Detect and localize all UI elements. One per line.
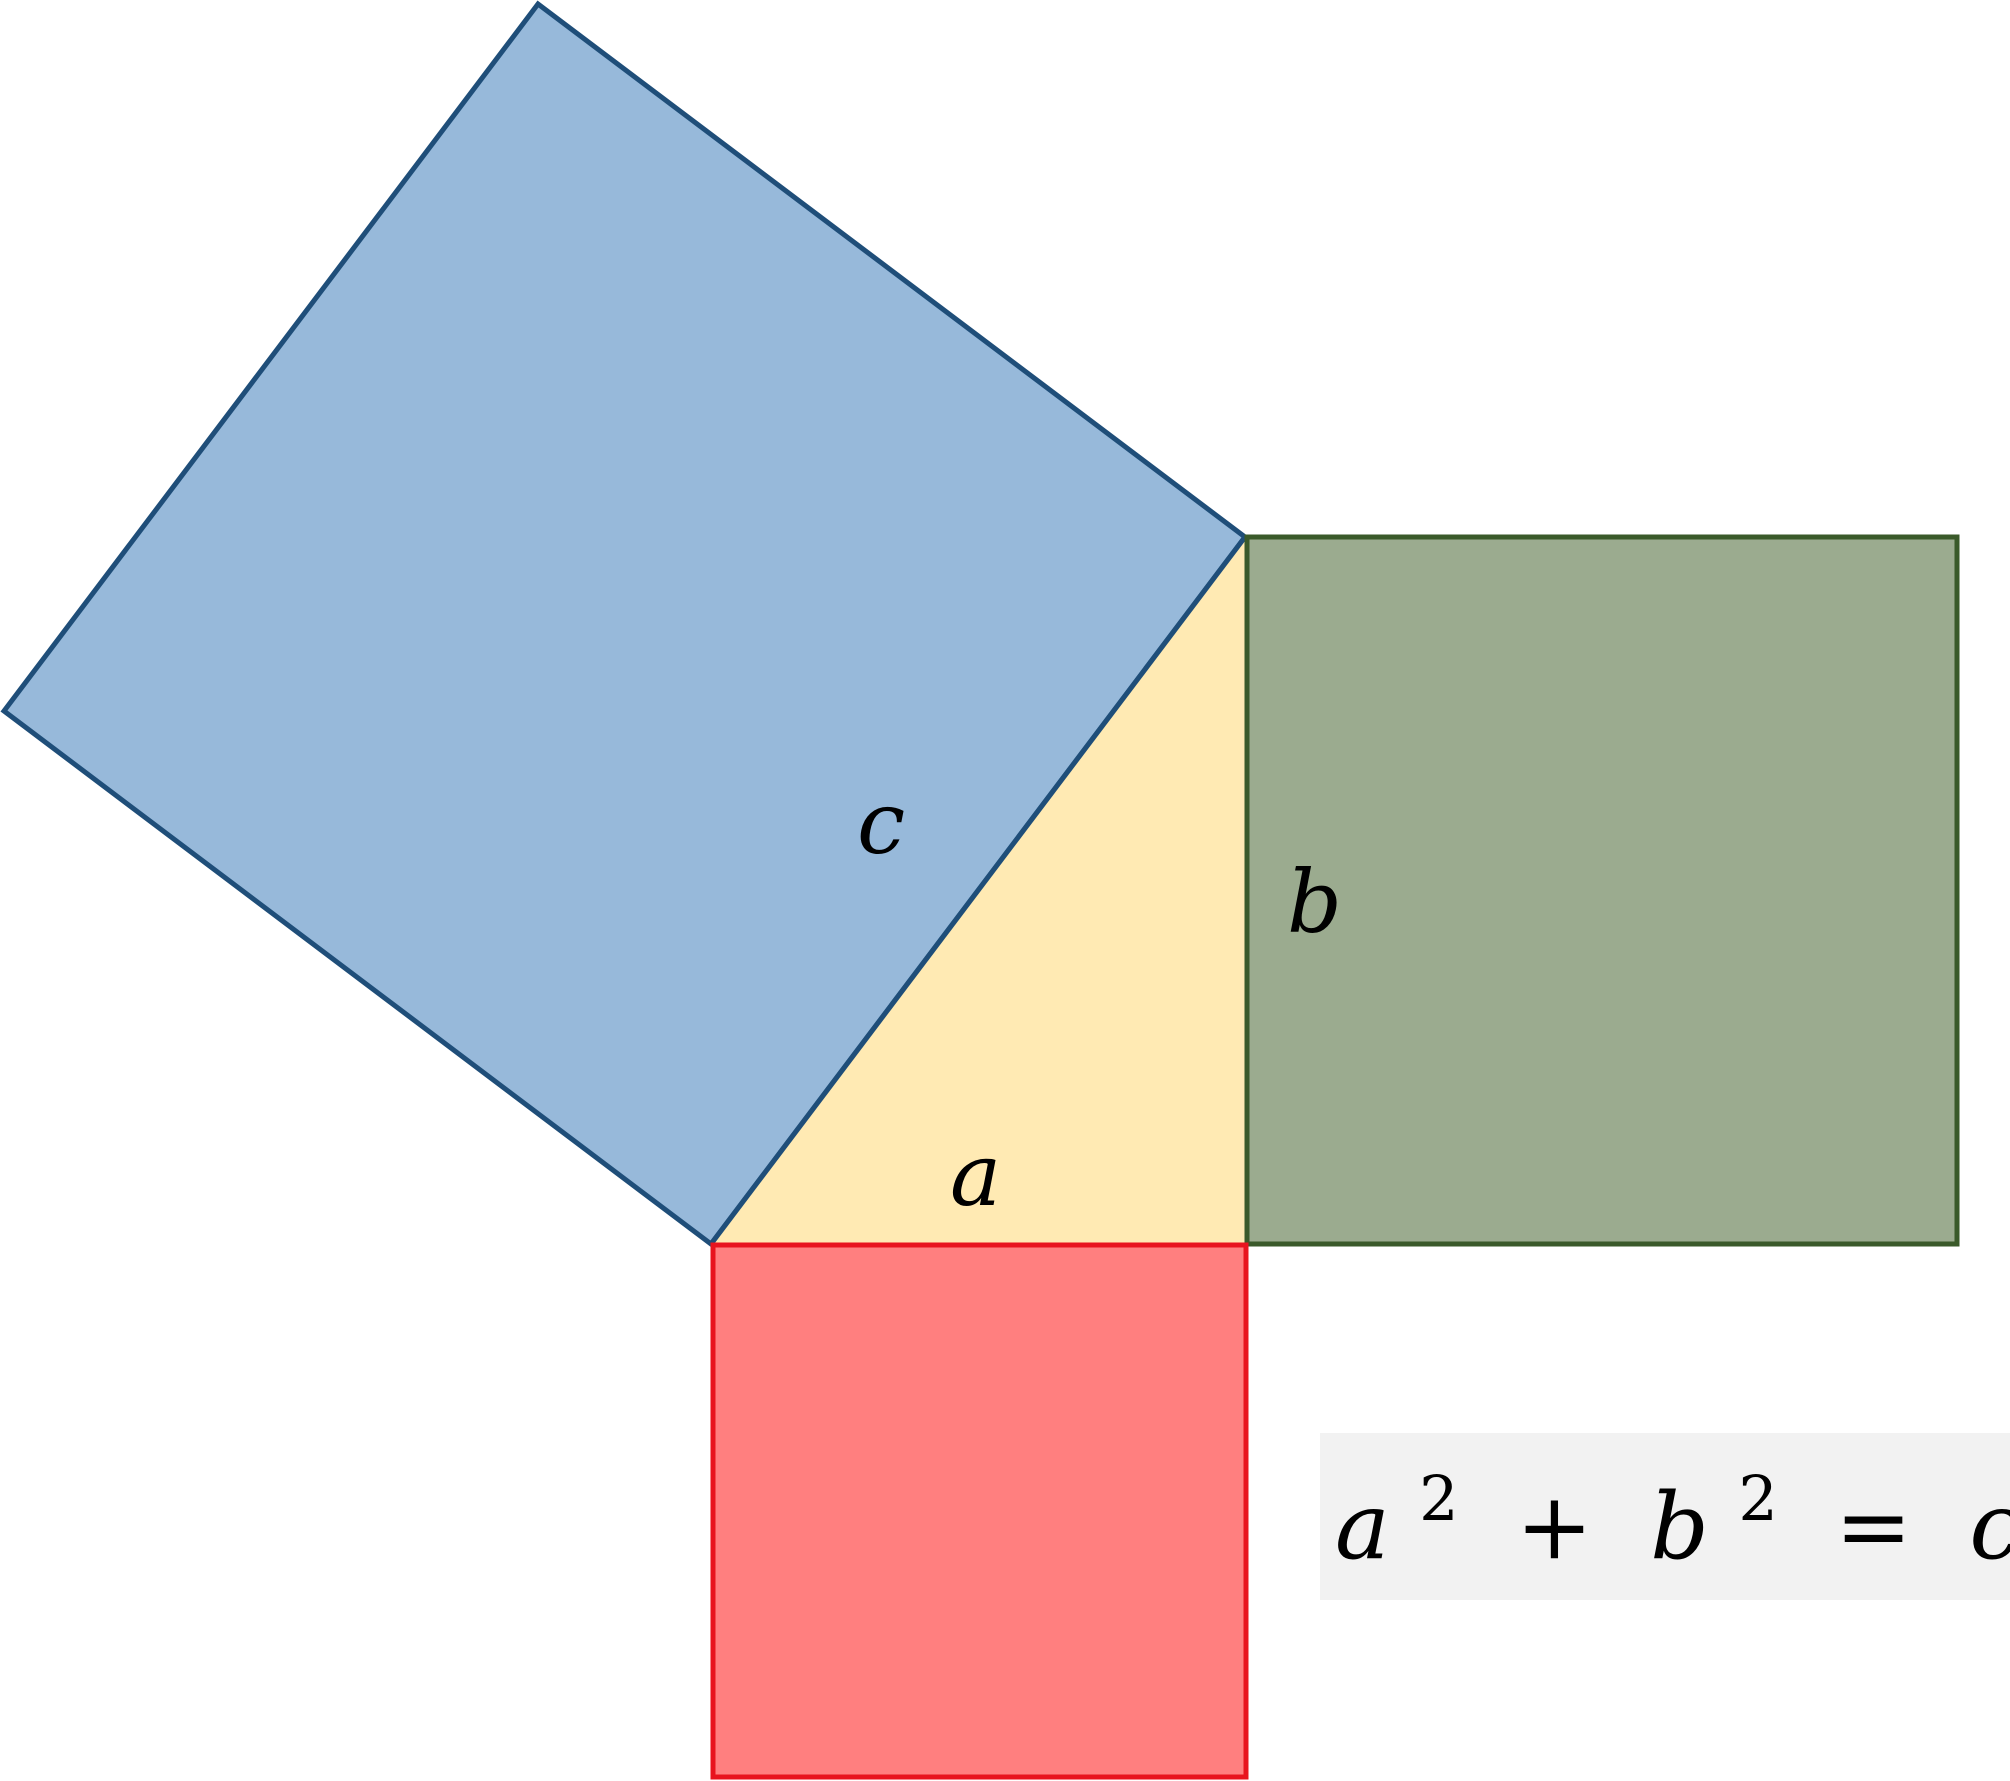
pythagorean-formula: a 2 + b 2 = c 2 <box>1335 1435 2010 1580</box>
hypotenuse-edge <box>709 535 1247 1246</box>
formula-b: b <box>1650 1473 1709 1580</box>
formula-a: a <box>1335 1473 1390 1580</box>
formula-plus: + <box>1516 1473 1593 1580</box>
square-b <box>1244 534 1960 1247</box>
square-a <box>710 1242 1249 1780</box>
formula-a-exponent: 2 <box>1419 1462 1458 1535</box>
label-b: b <box>1287 853 1342 953</box>
formula-c: c <box>1969 1473 2010 1580</box>
formula-box <box>1320 1433 2010 1600</box>
label-a: a <box>950 1126 1001 1226</box>
formula-equals: = <box>1835 1473 1912 1580</box>
label-c: c <box>857 774 905 874</box>
formula-b-exponent: 2 <box>1738 1462 1777 1535</box>
